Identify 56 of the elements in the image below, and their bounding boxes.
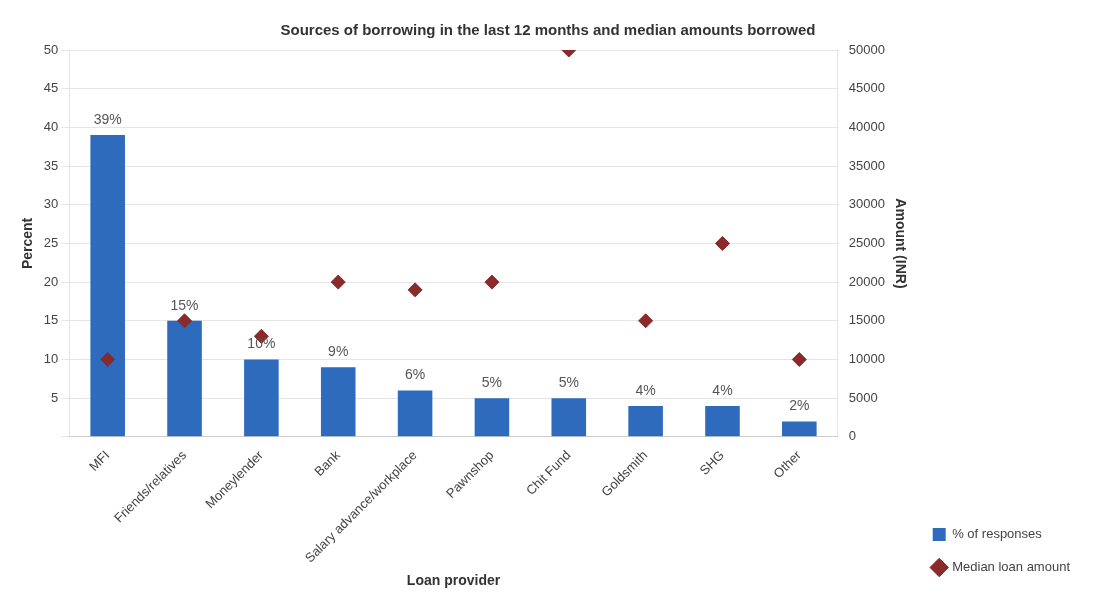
- y-tick-label: 10: [43, 351, 59, 367]
- x-tick-label: MFI: [85, 447, 113, 474]
- point: [484, 274, 500, 290]
- x-axis-title: Loan provider: [406, 572, 501, 589]
- y2-tick-label: 50000: [848, 41, 885, 57]
- data-label: 15%: [170, 296, 199, 313]
- point: [177, 313, 193, 329]
- y-tick-label: 30: [43, 196, 59, 212]
- bar: [244, 359, 279, 437]
- data-label: 4%: [635, 381, 656, 398]
- y2-axis-title: Amount (INR): [893, 198, 910, 289]
- y-tick-label: 40: [43, 118, 59, 134]
- point: [714, 235, 730, 251]
- point: [638, 313, 654, 329]
- data-label: 4%: [712, 381, 733, 398]
- data-label: 5%: [481, 374, 503, 391]
- bar: [705, 405, 740, 437]
- point: [100, 351, 116, 367]
- y2-tick-label: 25000: [848, 235, 885, 251]
- data-label: 39%: [93, 110, 122, 127]
- y2-tick-label: 35000: [848, 157, 885, 173]
- bar: [782, 421, 817, 437]
- data-label: 2%: [789, 397, 810, 414]
- y2-tick-label: 0: [848, 428, 856, 444]
- y2-tick-label: 20000: [848, 273, 885, 289]
- bar: [320, 367, 356, 437]
- y-tick-label: 35: [43, 157, 59, 173]
- y-axis-title: Percent: [19, 217, 36, 270]
- y2-tick-label: 5000: [848, 389, 878, 405]
- y-tick-label: 45: [43, 80, 59, 96]
- point: [791, 351, 807, 367]
- y-tick-label: 20: [43, 273, 59, 289]
- y-tick-label: 5: [51, 389, 59, 405]
- data-label: 5%: [558, 374, 579, 391]
- y-tick-label: 25: [43, 235, 59, 251]
- point: [407, 282, 423, 298]
- bar: [551, 398, 587, 437]
- y2-tick-label: 40000: [848, 118, 885, 134]
- bar: [628, 405, 663, 437]
- legend-label: Median loan amount: [952, 559, 1071, 575]
- chart-title: Sources of borrowing in the last 12 months and median amounts borrowed: [280, 21, 816, 39]
- y2-tick-label: 45000: [848, 80, 885, 96]
- bar: [397, 390, 433, 437]
- y-tick-label: 15: [43, 312, 59, 328]
- y-tick-label: 50: [43, 41, 59, 57]
- data-label: 9%: [328, 343, 349, 360]
- legend-label: % of responses: [952, 526, 1043, 542]
- data-label: 10%: [247, 335, 276, 352]
- bar: [474, 398, 510, 437]
- y2-tick-label: 10000: [848, 351, 885, 367]
- point: [330, 274, 346, 290]
- y2-tick-label: 15000: [848, 312, 885, 328]
- data-label: 6%: [404, 366, 426, 383]
- y2-tick-label: 30000: [848, 196, 885, 212]
- bar: [90, 135, 125, 437]
- bar: [167, 320, 202, 437]
